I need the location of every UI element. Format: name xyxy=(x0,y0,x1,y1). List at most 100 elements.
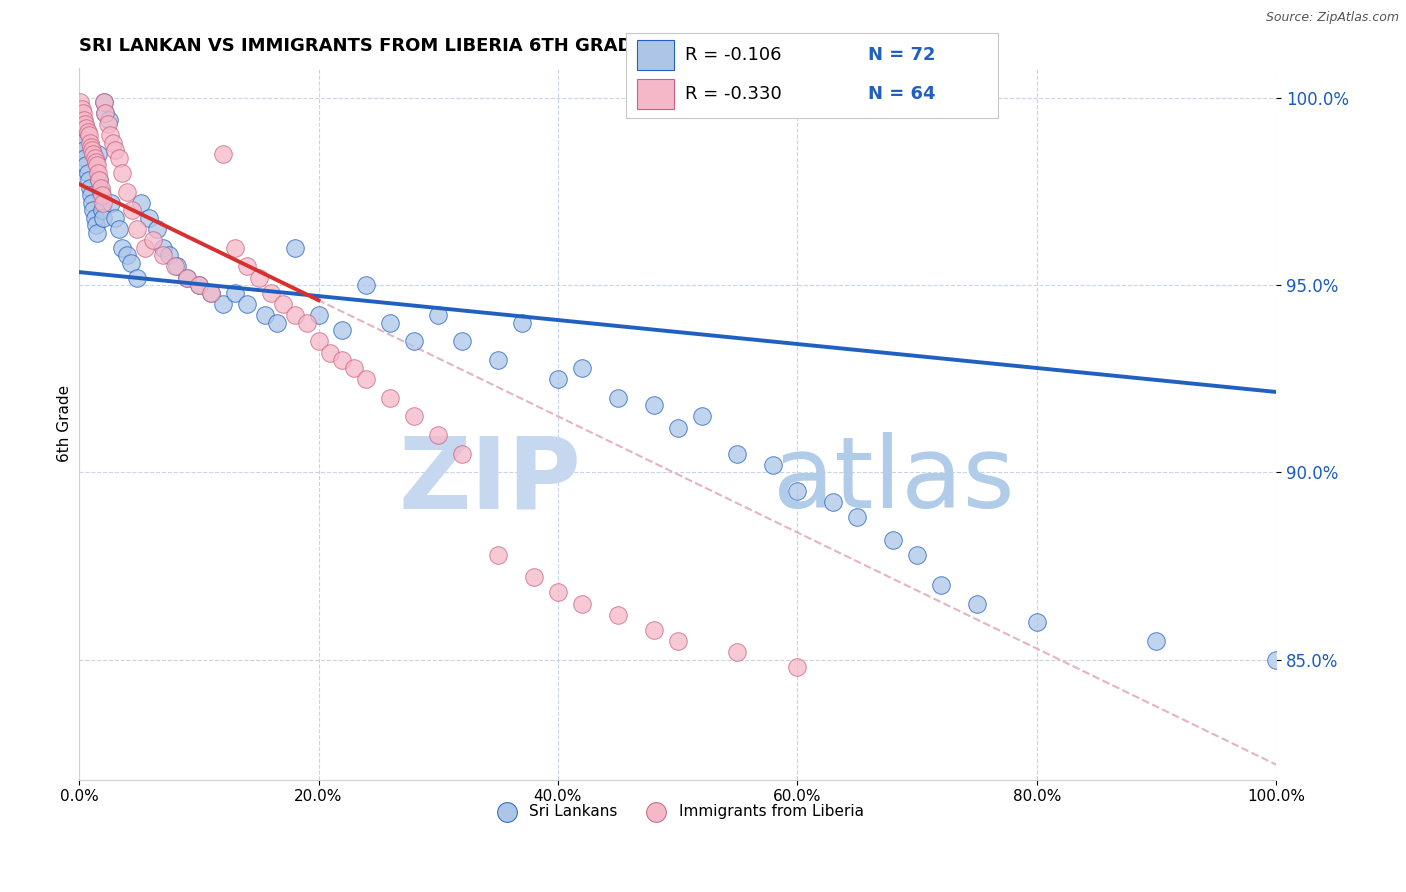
Point xyxy=(253,308,276,322)
Point xyxy=(606,391,628,405)
Point xyxy=(93,95,115,109)
Point xyxy=(284,308,307,322)
Point xyxy=(727,447,749,461)
Point xyxy=(404,409,426,424)
Text: R = -0.106: R = -0.106 xyxy=(685,46,782,64)
Point xyxy=(82,144,104,158)
Point xyxy=(823,495,845,509)
Point xyxy=(91,211,114,225)
Point xyxy=(176,270,198,285)
Point xyxy=(87,166,110,180)
Point xyxy=(295,316,318,330)
Point xyxy=(90,188,112,202)
Point xyxy=(308,334,330,349)
Point xyxy=(83,211,105,225)
Point xyxy=(380,316,402,330)
Point xyxy=(571,597,593,611)
Point xyxy=(200,285,222,300)
Point xyxy=(235,260,257,274)
Point xyxy=(69,120,91,135)
Point xyxy=(187,278,209,293)
Point xyxy=(786,484,808,499)
Point xyxy=(666,420,689,434)
Text: N = 72: N = 72 xyxy=(868,46,935,64)
Point xyxy=(343,360,366,375)
Point xyxy=(104,144,127,158)
Point xyxy=(134,241,156,255)
Point xyxy=(120,256,142,270)
Point xyxy=(84,219,107,233)
Point xyxy=(86,158,108,172)
Text: N = 64: N = 64 xyxy=(868,85,935,103)
Point xyxy=(111,166,134,180)
Point xyxy=(98,128,121,143)
Point xyxy=(486,548,509,562)
Point xyxy=(75,120,97,135)
Point xyxy=(427,308,450,322)
Point xyxy=(905,548,928,562)
Point xyxy=(125,222,148,236)
Point xyxy=(87,147,110,161)
Point xyxy=(224,241,246,255)
Point xyxy=(166,260,188,274)
Point xyxy=(70,102,93,116)
Point xyxy=(75,158,97,172)
Point xyxy=(1265,653,1288,667)
Point xyxy=(571,360,593,375)
Point xyxy=(97,117,120,131)
Point xyxy=(666,634,689,648)
Point xyxy=(76,166,98,180)
Point xyxy=(157,248,180,262)
Point xyxy=(101,136,124,150)
Point xyxy=(89,173,111,187)
Point xyxy=(882,533,904,547)
Bar xyxy=(637,78,673,109)
Point xyxy=(146,222,169,236)
Point xyxy=(76,125,98,139)
Point xyxy=(547,372,569,386)
Point xyxy=(72,136,94,150)
Point xyxy=(77,173,100,187)
Point xyxy=(83,151,105,165)
Text: R = -0.330: R = -0.330 xyxy=(685,85,782,103)
Point xyxy=(73,144,96,158)
Point xyxy=(115,185,138,199)
Point xyxy=(89,173,111,187)
Point xyxy=(131,195,153,210)
Point xyxy=(966,597,988,611)
Point xyxy=(308,308,330,322)
Text: SRI LANKAN VS IMMIGRANTS FROM LIBERIA 6TH GRADE CORRELATION CHART: SRI LANKAN VS IMMIGRANTS FROM LIBERIA 6T… xyxy=(79,37,866,55)
Point xyxy=(187,278,209,293)
Point xyxy=(152,248,174,262)
Point xyxy=(271,297,294,311)
Point xyxy=(75,151,97,165)
Point xyxy=(90,185,112,199)
Point xyxy=(266,316,288,330)
Point xyxy=(247,270,270,285)
Point xyxy=(86,226,108,240)
Point xyxy=(380,391,402,405)
Point xyxy=(606,607,628,622)
Point xyxy=(319,345,342,359)
Point xyxy=(90,181,112,195)
Point xyxy=(94,106,117,120)
Point xyxy=(107,222,129,236)
Bar xyxy=(637,40,673,70)
Point xyxy=(80,188,103,202)
Point xyxy=(211,297,233,311)
Point xyxy=(104,211,127,225)
Point xyxy=(929,578,952,592)
Text: ZIP: ZIP xyxy=(399,433,582,529)
Legend: Sri Lankans, Immigrants from Liberia: Sri Lankans, Immigrants from Liberia xyxy=(485,798,870,825)
Point xyxy=(98,113,121,128)
Point xyxy=(72,106,94,120)
Point xyxy=(115,248,138,262)
Point xyxy=(176,270,198,285)
Point xyxy=(404,334,426,349)
Point xyxy=(259,285,281,300)
Point xyxy=(356,278,378,293)
Point xyxy=(125,270,148,285)
Y-axis label: 6th Grade: 6th Grade xyxy=(58,385,72,462)
Point xyxy=(224,285,246,300)
Point xyxy=(451,447,474,461)
